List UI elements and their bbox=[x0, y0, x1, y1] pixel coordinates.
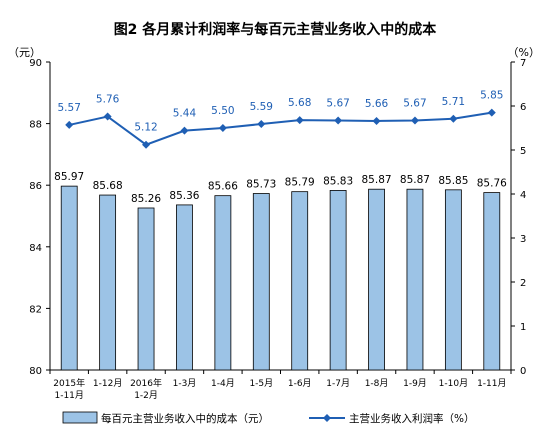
profit-rate-label: 5.67 bbox=[326, 98, 349, 110]
cost-bar-label: 85.97 bbox=[54, 171, 84, 183]
x-tick-label: 1-7月 bbox=[326, 378, 350, 389]
left-axis-unit: （元） bbox=[8, 46, 41, 59]
cost-bar bbox=[99, 194, 117, 371]
cost-bar-label: 85.66 bbox=[208, 181, 238, 193]
cost-bar bbox=[137, 207, 155, 371]
x-tick-label: 1-5月 bbox=[249, 378, 273, 389]
profit-rate-polyline bbox=[68, 111, 492, 146]
x-tick-label: 1-9月 bbox=[403, 378, 427, 389]
cost-bar-label: 85.73 bbox=[246, 179, 276, 191]
profit-rate-label: 5.85 bbox=[480, 90, 503, 102]
x-tick-label: 1-3月 bbox=[173, 378, 197, 389]
right-axis-unit: （%） bbox=[508, 46, 540, 59]
cost-bar-label: 85.26 bbox=[131, 193, 161, 205]
chart-title: 图2 各月累计利润率与每百元主营业务收入中的成本 bbox=[114, 21, 438, 38]
profit-rate-label: 5.66 bbox=[365, 98, 389, 110]
right-tick-label: 4 bbox=[520, 190, 526, 201]
cost-bar-label: 85.68 bbox=[93, 180, 123, 192]
x-tick-label: 1-10月 bbox=[439, 378, 468, 389]
right-tick-label: 2 bbox=[520, 278, 526, 289]
profit-rate-marker bbox=[372, 116, 381, 125]
profit-rate-label: 5.50 bbox=[211, 105, 234, 117]
profit-rate-marker bbox=[218, 124, 227, 132]
cost-bars: 85.97 85.68 85.26 85.36 85.66 85.73 85.79 85.83… bbox=[54, 171, 507, 371]
x-tick-label: 1-6月 bbox=[288, 378, 312, 389]
cost-bar-label: 85.79 bbox=[285, 177, 315, 189]
right-tick-label: 5 bbox=[520, 146, 526, 157]
profit-rate-marker bbox=[103, 112, 112, 121]
profit-rate-marker bbox=[295, 116, 304, 125]
profit-rate-label: 5.44 bbox=[173, 108, 197, 120]
profit-rate-marker bbox=[410, 116, 419, 125]
cost-bar-label: 85.85 bbox=[438, 175, 468, 187]
right-tick-label: 7 bbox=[520, 58, 526, 69]
left-tick-label: 80 bbox=[29, 366, 42, 377]
profit-rate-marker bbox=[334, 116, 343, 125]
left-tick-label: 82 bbox=[29, 304, 42, 315]
left-tick-label: 84 bbox=[29, 243, 42, 254]
x-tick-label: 1-2月 bbox=[134, 390, 158, 401]
cost-bar bbox=[60, 185, 78, 371]
x-tick-label: 1-11月 bbox=[54, 390, 83, 401]
x-tick-label: 1-8月 bbox=[365, 378, 389, 389]
profit-rate-marker bbox=[180, 126, 189, 135]
cost-bar bbox=[252, 193, 270, 371]
profit-rate-label: 5.68 bbox=[288, 97, 311, 109]
profit-rate-label: 5.71 bbox=[442, 96, 465, 108]
left-tick-label: 88 bbox=[29, 120, 42, 131]
legend: 每百元主营业务收入中的成本（元） 主营业务收入利润率（%） bbox=[62, 411, 474, 425]
profit-rate-label: 5.12 bbox=[134, 122, 157, 134]
legend-bar-swatch bbox=[62, 411, 98, 424]
cost-bar-label: 85.83 bbox=[323, 175, 353, 187]
cost-bar bbox=[214, 195, 232, 371]
profit-rate-marker bbox=[487, 108, 496, 117]
right-tick-label: 1 bbox=[520, 322, 526, 333]
x-tick-label: 1-4月 bbox=[211, 378, 235, 389]
profit-rate-label: 5.59 bbox=[250, 101, 273, 113]
axes: 80 82 84 86 88 90 0 1 2 3 4 5 6 7 bbox=[29, 58, 526, 377]
profit-rate-label: 5.57 bbox=[58, 102, 81, 114]
cost-bar bbox=[406, 188, 424, 371]
x-tick-label: 2016年 bbox=[130, 377, 162, 389]
profit-rate-label: 5.76 bbox=[96, 94, 120, 106]
legend-line-label: 主营业务收入利润率（%） bbox=[349, 412, 474, 425]
cost-bar bbox=[329, 190, 347, 371]
right-tick-label: 0 bbox=[520, 366, 526, 377]
x-tick-label: 1-11月 bbox=[477, 378, 506, 389]
left-tick-label: 86 bbox=[29, 181, 42, 192]
profit-rate-label: 5.67 bbox=[403, 98, 426, 110]
x-tick-label: 2015年 bbox=[53, 377, 85, 389]
cost-bar bbox=[176, 204, 193, 371]
profit-rate-marker bbox=[142, 140, 151, 149]
profit-rate-marker bbox=[257, 120, 266, 129]
legend-line-marker bbox=[323, 414, 331, 422]
cost-bar-label: 85.87 bbox=[400, 174, 430, 186]
profit-rate-marker bbox=[449, 114, 458, 123]
legend-bar-label: 每百元主营业务收入中的成本（元） bbox=[101, 412, 269, 425]
cost-bar-label: 85.87 bbox=[362, 174, 392, 186]
profit-rate-marker bbox=[65, 120, 74, 129]
right-tick-label: 6 bbox=[520, 102, 526, 113]
profit-rate-line: 5.57 5.76 5.12 5.44 5.50 5.59 5.68 5.67 5.66 5.67… bbox=[58, 90, 503, 149]
cost-bar bbox=[291, 191, 309, 371]
cost-bar-label: 85.76 bbox=[477, 178, 507, 190]
cost-bar bbox=[368, 188, 385, 371]
left-tick-label: 90 bbox=[29, 58, 42, 69]
right-tick-label: 3 bbox=[520, 234, 526, 245]
cost-bar-label: 85.36 bbox=[169, 190, 199, 202]
cost-bar bbox=[483, 192, 501, 371]
x-tick-label: 1-12月 bbox=[93, 378, 122, 389]
cost-bar bbox=[444, 189, 462, 371]
